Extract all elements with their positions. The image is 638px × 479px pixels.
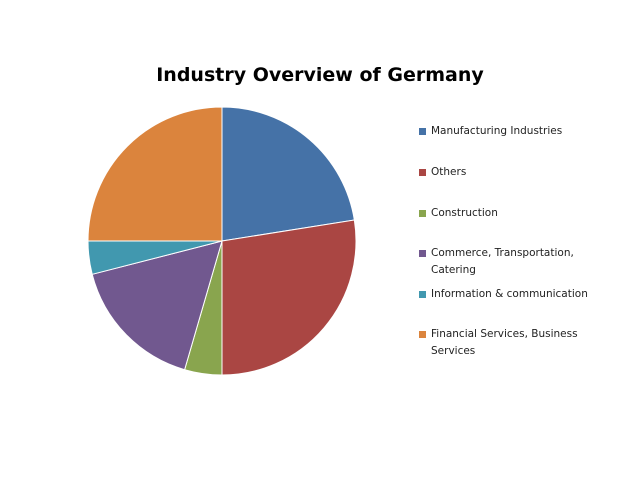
pie-slice-commerce	[91, 240, 223, 371]
legend-item-financial: Financial Services, Business Services	[419, 326, 581, 360]
legend-label-others: Others	[431, 166, 467, 178]
legend-swatch-commerce	[419, 250, 426, 257]
legend-item-others: Others	[419, 164, 601, 181]
legend-swatch-others	[419, 169, 426, 176]
legend-label-manufacturing: Manufacturing Industries	[431, 125, 563, 137]
legend-swatch-financial	[419, 331, 426, 338]
legend-item-manufacturing: Manufacturing Industries	[419, 123, 601, 140]
legend-item-commerce: Commerce, Transportation, Catering	[419, 245, 581, 279]
legend-label-information: Information & communication	[431, 288, 588, 300]
legend-swatch-manufacturing	[419, 128, 426, 135]
pie-slice-others	[221, 219, 357, 376]
chart-title: Industry Overview of Germany	[156, 64, 484, 86]
legend-item-information: Information & communication	[419, 286, 601, 303]
legend-label-commerce: Commerce, Transportation, Catering	[431, 247, 574, 276]
legend-swatch-construction	[419, 210, 426, 217]
legend-label-construction: Construction	[431, 207, 498, 219]
legend-swatch-information	[419, 291, 426, 298]
pie-slice-financial	[87, 106, 223, 242]
legend-item-construction: Construction	[419, 205, 601, 222]
legend-label-financial: Financial Services, Business Services	[431, 328, 578, 357]
pie-slice-manufacturing	[221, 106, 355, 242]
